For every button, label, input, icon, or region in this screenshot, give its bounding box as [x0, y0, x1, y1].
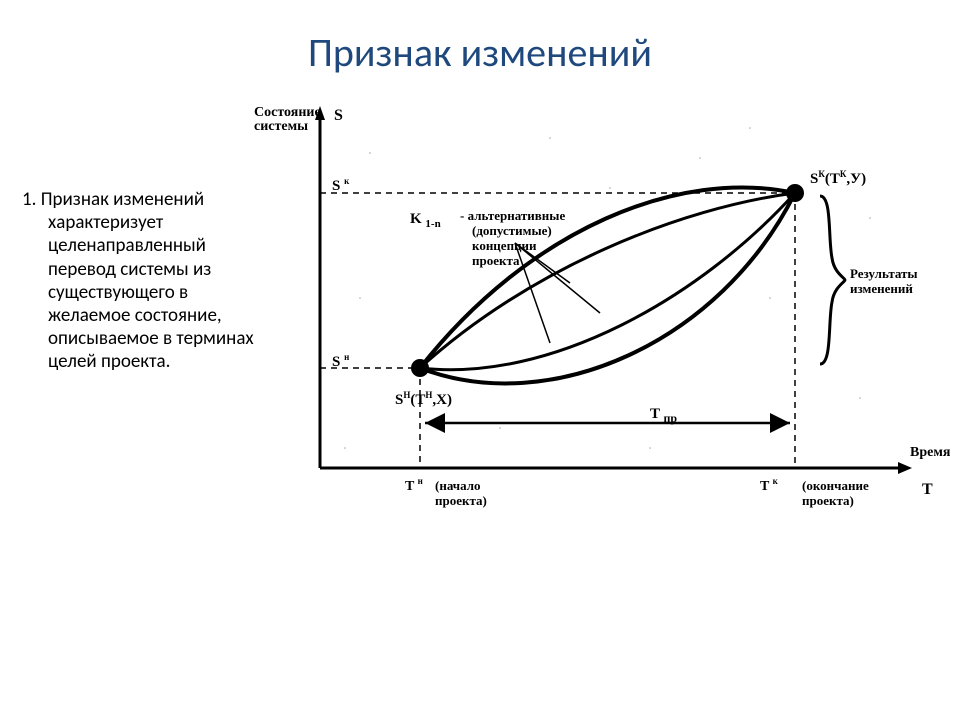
k-label-l3: концепции — [472, 238, 537, 253]
t-k-desc: (окончание — [802, 478, 869, 493]
k-label-l4: проекта — [472, 253, 520, 268]
k-label-l1: - альтернативные — [460, 208, 565, 223]
start-node-label: SН(TН,X) — [395, 390, 452, 408]
description-paragraph: 1. Признак изменений характеризует целен… — [22, 188, 272, 373]
end-node — [786, 184, 804, 202]
x-axis-var: T — [922, 481, 933, 498]
results-label-1: Результаты — [850, 266, 918, 281]
paragraph-text: 1. Признак изменений характеризует целен… — [22, 188, 272, 373]
results-brace — [820, 196, 845, 364]
start-node — [411, 359, 429, 377]
t-k-tick: T к — [760, 476, 779, 494]
y-axis-label-1: Состояниесистемы — [254, 105, 321, 134]
t-h-desc: (начало — [435, 478, 481, 493]
t-h-desc2: проекта) — [435, 493, 487, 508]
t-h-tick: T н — [405, 476, 423, 494]
y-axis-var: S — [334, 107, 343, 124]
k-label-l2: (допустимые) — [472, 223, 552, 238]
t-k-desc2: проекта) — [802, 493, 854, 508]
results-label-2: изменений — [850, 281, 913, 296]
k-label-prefix: K 1-n — [410, 211, 441, 230]
state-change-diagram: Состояниесистемы S Время T S к S н SН(TН… — [250, 98, 950, 528]
s-k-tick: S к — [332, 176, 350, 194]
end-node-label: SК(TК,У) — [810, 169, 866, 187]
slide-title: Признак изменений — [0, 28, 960, 77]
x-axis-label: Время — [910, 445, 950, 460]
